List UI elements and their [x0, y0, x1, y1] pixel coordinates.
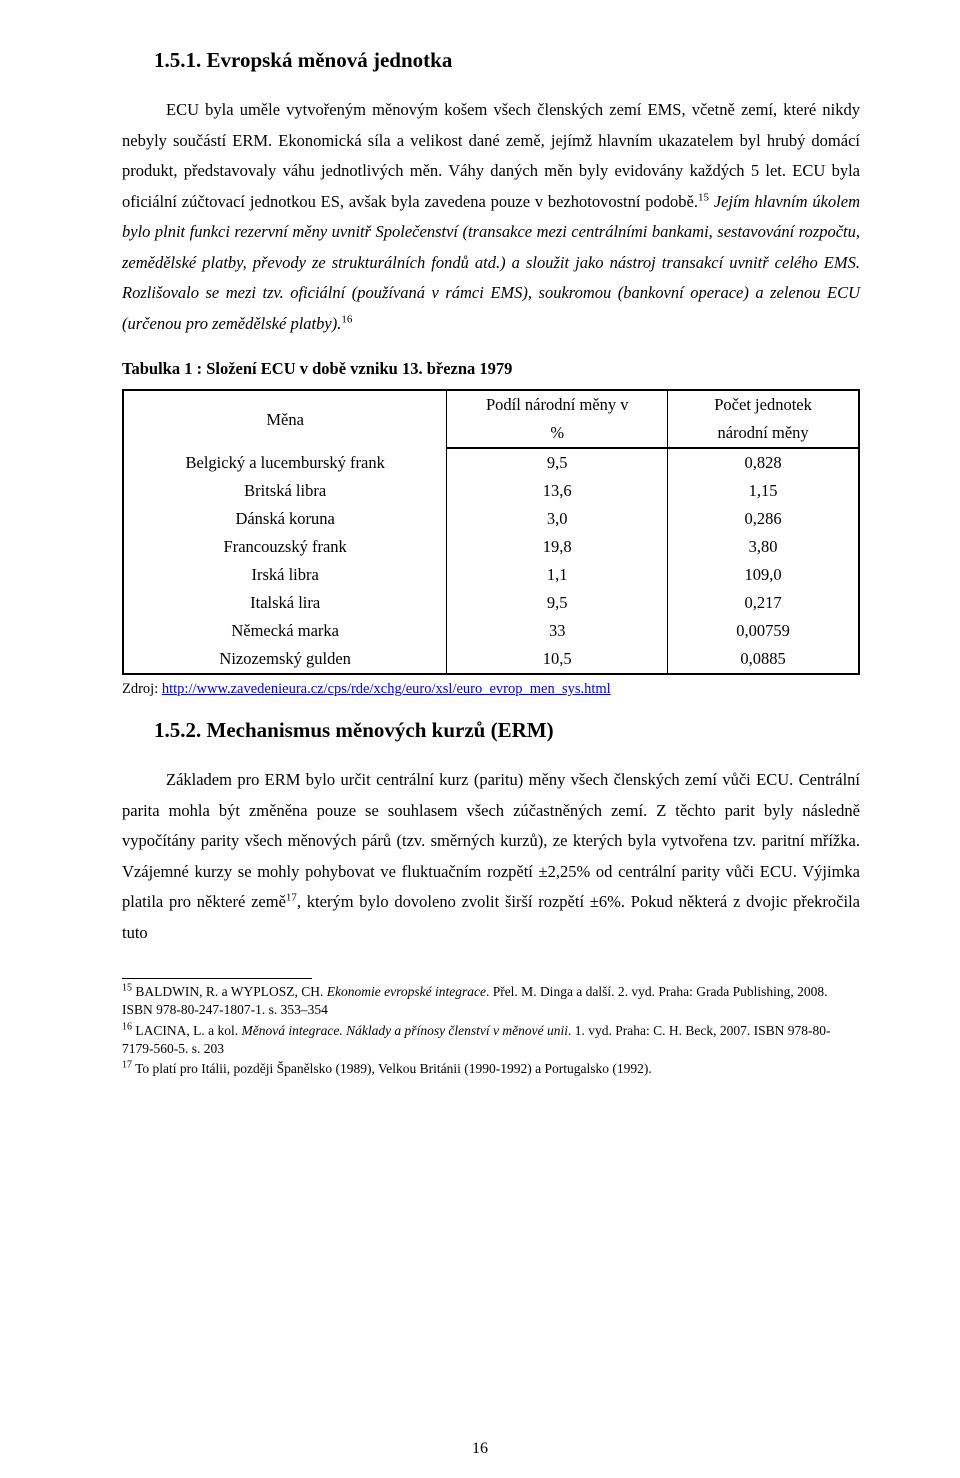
footnotes: 15 BALDWIN, R. a WYPLOSZ, CH. Ekonomie e…	[122, 983, 860, 1078]
cell-name: Nizozemský gulden	[123, 645, 447, 674]
table-row: Dánská koruna 3,0 0,286	[123, 505, 859, 533]
table-row: Belgický a lucemburský frank 9,5 0,828	[123, 448, 859, 477]
cell-units: 1,15	[668, 477, 859, 505]
page-number: 16	[0, 1440, 960, 1458]
section-heading-1-5-1: 1.5.1. Evropská měnová jednotka	[154, 48, 860, 73]
cell-units: 0,828	[668, 448, 859, 477]
cell-name: Dánská koruna	[123, 505, 447, 533]
section-heading-1-5-2: 1.5.2. Mechanismus měnových kurzů (ERM)	[154, 718, 860, 743]
th-share-2: %	[447, 419, 668, 448]
table-row: Francouzský frank 19,8 3,80	[123, 533, 859, 561]
cell-name: Irská libra	[123, 561, 447, 589]
cell-name: Francouzský frank	[123, 533, 447, 561]
cell-units: 0,217	[668, 589, 859, 617]
cell-name: Britská libra	[123, 477, 447, 505]
ecu-table: Měna Podíl národní měny v Počet jednotek…	[122, 389, 860, 675]
paragraph-erm: Základem pro ERM bylo určit centrální ku…	[122, 765, 860, 948]
cell-units: 109,0	[668, 561, 859, 589]
cell-name: Německá marka	[123, 617, 447, 645]
cell-units: 0,286	[668, 505, 859, 533]
cell-share: 9,5	[447, 448, 668, 477]
cell-name: Italská lira	[123, 589, 447, 617]
cell-share: 3,0	[447, 505, 668, 533]
cell-units: 3,80	[668, 533, 859, 561]
table-row: Irská libra 1,1 109,0	[123, 561, 859, 589]
table-caption: Tabulka 1 : Složení ECU v době vzniku 13…	[122, 359, 860, 379]
cell-share: 9,5	[447, 589, 668, 617]
cell-share: 19,8	[447, 533, 668, 561]
cell-share: 1,1	[447, 561, 668, 589]
cell-share: 13,6	[447, 477, 668, 505]
cell-name: Belgický a lucemburský frank	[123, 448, 447, 477]
table-row: Nizozemský gulden 10,5 0,0885	[123, 645, 859, 674]
source-label: Zdroj:	[122, 681, 162, 697]
th-currency: Měna	[123, 390, 447, 448]
cell-share: 10,5	[447, 645, 668, 674]
cell-share: 33	[447, 617, 668, 645]
footnote-17: 17 To platí pro Itálii, později Španělsk…	[122, 1060, 860, 1078]
footnote-15: 15 BALDWIN, R. a WYPLOSZ, CH. Ekonomie e…	[122, 983, 860, 1019]
table-row: Německá marka 33 0,00759	[123, 617, 859, 645]
th-units-1: Počet jednotek	[668, 390, 859, 419]
cell-units: 0,0885	[668, 645, 859, 674]
cell-units: 0,00759	[668, 617, 859, 645]
footnote-separator	[122, 978, 312, 979]
table-source: Zdroj: http://www.zavedenieura.cz/cps/rd…	[122, 681, 860, 698]
th-share-1: Podíl národní měny v	[447, 390, 668, 419]
th-units-2: národní měny	[668, 419, 859, 448]
table-row: Britská libra 13,6 1,15	[123, 477, 859, 505]
source-link[interactable]: http://www.zavedenieura.cz/cps/rde/xchg/…	[162, 681, 611, 697]
table-row: Italská lira 9,5 0,217	[123, 589, 859, 617]
footnote-16: 16 LACINA, L. a kol. Měnová integrace. N…	[122, 1022, 860, 1058]
paragraph-ecu: ECU byla uměle vytvořeným měnovým košem …	[122, 95, 860, 339]
